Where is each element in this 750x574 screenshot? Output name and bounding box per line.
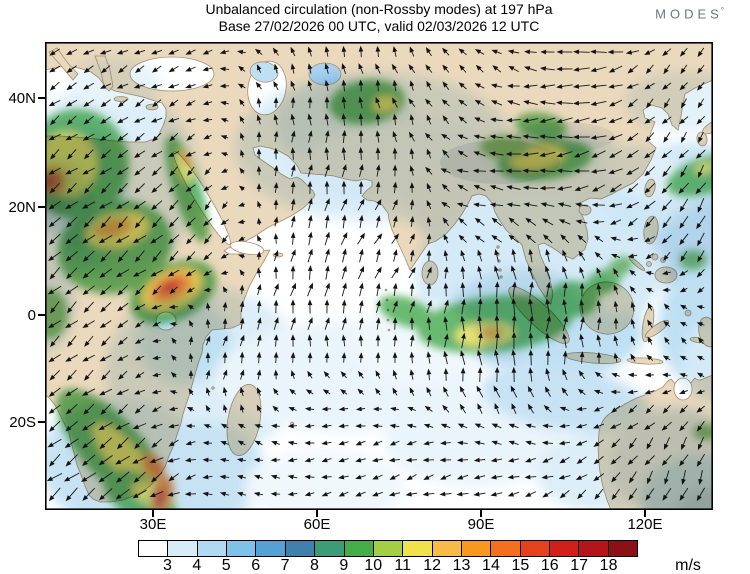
- colorbar-cell: [284, 541, 315, 556]
- wind-arrows-layer: [46, 45, 707, 502]
- colorbar-tick-label: 13: [452, 557, 471, 574]
- x-axis-label: 90E: [467, 516, 495, 533]
- modes-logo-mark: °: [720, 6, 724, 15]
- map-frame: [45, 42, 713, 510]
- colorbar-cell: [139, 541, 168, 556]
- colorbar: [138, 540, 638, 557]
- y-axis-tick: [38, 421, 45, 423]
- y-axis-label: 40N: [8, 90, 36, 107]
- colorbar-cell: [431, 541, 461, 556]
- colorbar-tick-label: 10: [364, 557, 383, 574]
- x-axis-tick: [316, 510, 318, 517]
- colorbar-cell: [402, 541, 432, 556]
- x-axis-label: 30E: [139, 516, 167, 533]
- colorbar-tick-label: 5: [221, 557, 231, 574]
- x-axis-tick: [480, 510, 482, 517]
- modes-logo: MODES°: [655, 6, 724, 21]
- colorbar-tick-label: 11: [394, 557, 412, 574]
- y-axis-tick: [38, 206, 45, 208]
- colorbar-tick-label: 8: [310, 557, 319, 574]
- colorbar-cell: [372, 541, 403, 556]
- colorbar-tick-label: 16: [540, 557, 559, 574]
- map-canvas: [45, 42, 713, 510]
- colorbar-tick-label: 12: [423, 557, 442, 574]
- colorbar-tick-label: 14: [482, 557, 500, 574]
- y-axis-label: 20S: [9, 414, 36, 431]
- colorbar-cell: [490, 541, 520, 556]
- y-axis-tick: [38, 314, 45, 316]
- y-axis-tick: [38, 97, 45, 99]
- shading-speed-layer: [45, 79, 713, 510]
- x-axis-label: 120E: [627, 516, 663, 533]
- colorbar-tick-label: 4: [192, 557, 202, 574]
- y-axis-label: 20N: [8, 199, 36, 216]
- colorbar-cell: [519, 541, 550, 556]
- chart-title: Unbalanced circulation (non-Rossby modes…: [205, 1, 553, 17]
- colorbar-cell: [196, 541, 227, 556]
- colorbar-cell: [607, 541, 638, 556]
- colorbar-cell: [343, 541, 373, 556]
- y-axis-label: 0: [27, 307, 36, 324]
- colorbar-cell: [549, 541, 579, 556]
- x-axis-tick: [644, 510, 646, 517]
- x-axis-tick: [152, 510, 154, 517]
- colorbar-cell: [460, 541, 491, 556]
- colorbar-tick-label: 3: [162, 557, 172, 574]
- map-svg: [45, 42, 713, 510]
- colorbar-cell: [255, 541, 285, 556]
- colorbar-tick-label: 7: [280, 557, 290, 574]
- colorbar-tick-label: 17: [570, 557, 589, 574]
- colorbar-cell: [167, 541, 197, 556]
- x-axis-label: 60E: [303, 516, 331, 533]
- colorbar-tick-label: 18: [599, 557, 618, 574]
- colorbar-tick-label: 9: [339, 557, 349, 574]
- colorbar-tick-label: 6: [251, 557, 261, 574]
- colorbar-cell: [226, 541, 256, 556]
- colorbar-tick-label: 15: [511, 557, 530, 574]
- colorbar-unit-label: m/s: [675, 557, 701, 574]
- colorbar-cell: [578, 541, 608, 556]
- chart-subtitle: Base 27/02/2026 00 UTC, valid 02/03/2026…: [218, 18, 540, 34]
- colorbar-cell: [314, 541, 344, 556]
- modes-logo-text: MODES: [655, 6, 723, 22]
